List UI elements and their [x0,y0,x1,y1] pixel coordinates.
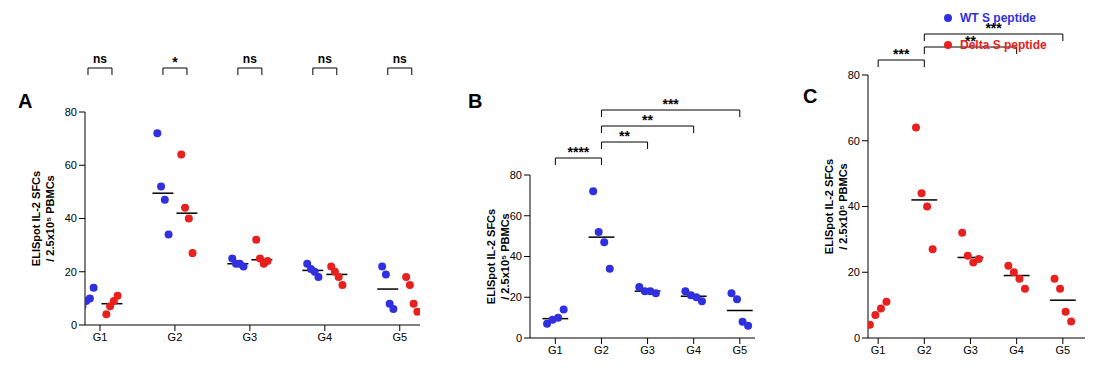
svg-text:G3: G3 [640,344,655,356]
svg-text:/ 2.5x10⁵ PBMCs: / 2.5x10⁵ PBMCs [499,213,511,300]
svg-text:G5: G5 [1055,344,1070,356]
svg-text:***: *** [893,46,910,62]
svg-text:***: *** [662,96,679,112]
svg-text:ns: ns [93,52,107,66]
svg-text:G4: G4 [686,344,701,356]
svg-text:G1: G1 [548,344,563,356]
svg-text:80: 80 [848,69,860,81]
svg-text:20: 20 [848,266,860,278]
svg-text:G1: G1 [871,344,886,356]
svg-text:G4: G4 [1009,344,1024,356]
svg-text:G5: G5 [392,331,407,343]
svg-text:WT S peptide: WT S peptide [960,11,1036,25]
svg-text:ns: ns [318,52,332,66]
svg-text:/ 2.5x10⁵ PBMCs: / 2.5x10⁵ PBMCs [837,163,849,250]
svg-text:40: 40 [848,200,860,212]
svg-text:0: 0 [854,332,860,344]
svg-text:80: 80 [510,169,522,181]
svg-text:**: ** [619,128,630,144]
svg-text:**: ** [642,112,653,128]
svg-text:G3: G3 [963,344,978,356]
svg-text:60: 60 [848,135,860,147]
svg-text:G2: G2 [917,344,932,356]
svg-text:****: **** [568,144,590,160]
svg-text:**: ** [965,33,976,49]
svg-text:***: *** [985,20,1002,36]
svg-text:ns: ns [393,52,407,66]
svg-text:G1: G1 [93,331,108,343]
svg-text:0: 0 [516,332,522,344]
svg-text:Delta S peptide: Delta S peptide [960,38,1047,52]
svg-text:/ 2.5x10⁵ PBMCs: / 2.5x10⁵ PBMCs [44,175,56,262]
svg-text:0: 0 [71,319,77,331]
svg-text:G3: G3 [243,331,258,343]
svg-text:G5: G5 [732,344,747,356]
svg-text:20: 20 [65,266,77,278]
svg-text:A: A [18,90,32,112]
svg-text:60: 60 [65,159,77,171]
svg-text:60: 60 [510,210,522,222]
svg-text:ELISpot IL-2 SFCs: ELISpot IL-2 SFCs [30,171,42,266]
svg-text:B: B [468,90,482,112]
svg-text:G4: G4 [317,331,332,343]
svg-text:G2: G2 [594,344,609,356]
svg-text:ns: ns [243,52,257,66]
svg-text:ELISpot IL-2 SFCs: ELISpot IL-2 SFCs [485,209,497,304]
svg-text:80: 80 [65,106,77,118]
svg-text:20: 20 [510,291,522,303]
svg-text:G2: G2 [168,331,183,343]
svg-text:40: 40 [510,250,522,262]
svg-text:ELISpot IL-2 SFCs: ELISpot IL-2 SFCs [823,159,835,254]
svg-text:40: 40 [65,212,77,224]
svg-text:C: C [803,85,817,107]
svg-text:*: * [172,54,178,70]
